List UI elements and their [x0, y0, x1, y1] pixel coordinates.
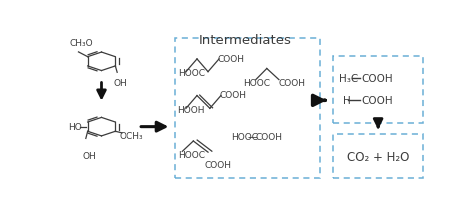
Text: Intermediates: Intermediates — [198, 33, 291, 46]
Text: H: H — [343, 96, 351, 106]
Text: H₃C: H₃C — [339, 74, 358, 84]
Text: HOOC: HOOC — [178, 150, 205, 159]
Text: HOOC: HOOC — [178, 69, 205, 78]
Text: HOOH: HOOH — [178, 106, 205, 115]
Text: COOH: COOH — [220, 91, 247, 100]
Text: OCH₃: OCH₃ — [120, 131, 144, 140]
Text: —: — — [247, 132, 257, 142]
Text: HOOC: HOOC — [231, 132, 258, 141]
Text: HOOC: HOOC — [243, 78, 270, 87]
Text: COOH: COOH — [361, 96, 393, 106]
Text: COOH: COOH — [217, 54, 244, 63]
Text: OH: OH — [114, 79, 128, 88]
Text: OH: OH — [82, 151, 96, 160]
Text: CO₂ + H₂O: CO₂ + H₂O — [347, 151, 409, 164]
Text: CH₃O: CH₃O — [70, 39, 93, 48]
Text: COOH: COOH — [278, 78, 305, 87]
Text: COOH: COOH — [204, 161, 231, 170]
Text: HO: HO — [68, 123, 82, 131]
Text: COOH: COOH — [256, 132, 283, 141]
Text: COOH: COOH — [361, 74, 393, 84]
